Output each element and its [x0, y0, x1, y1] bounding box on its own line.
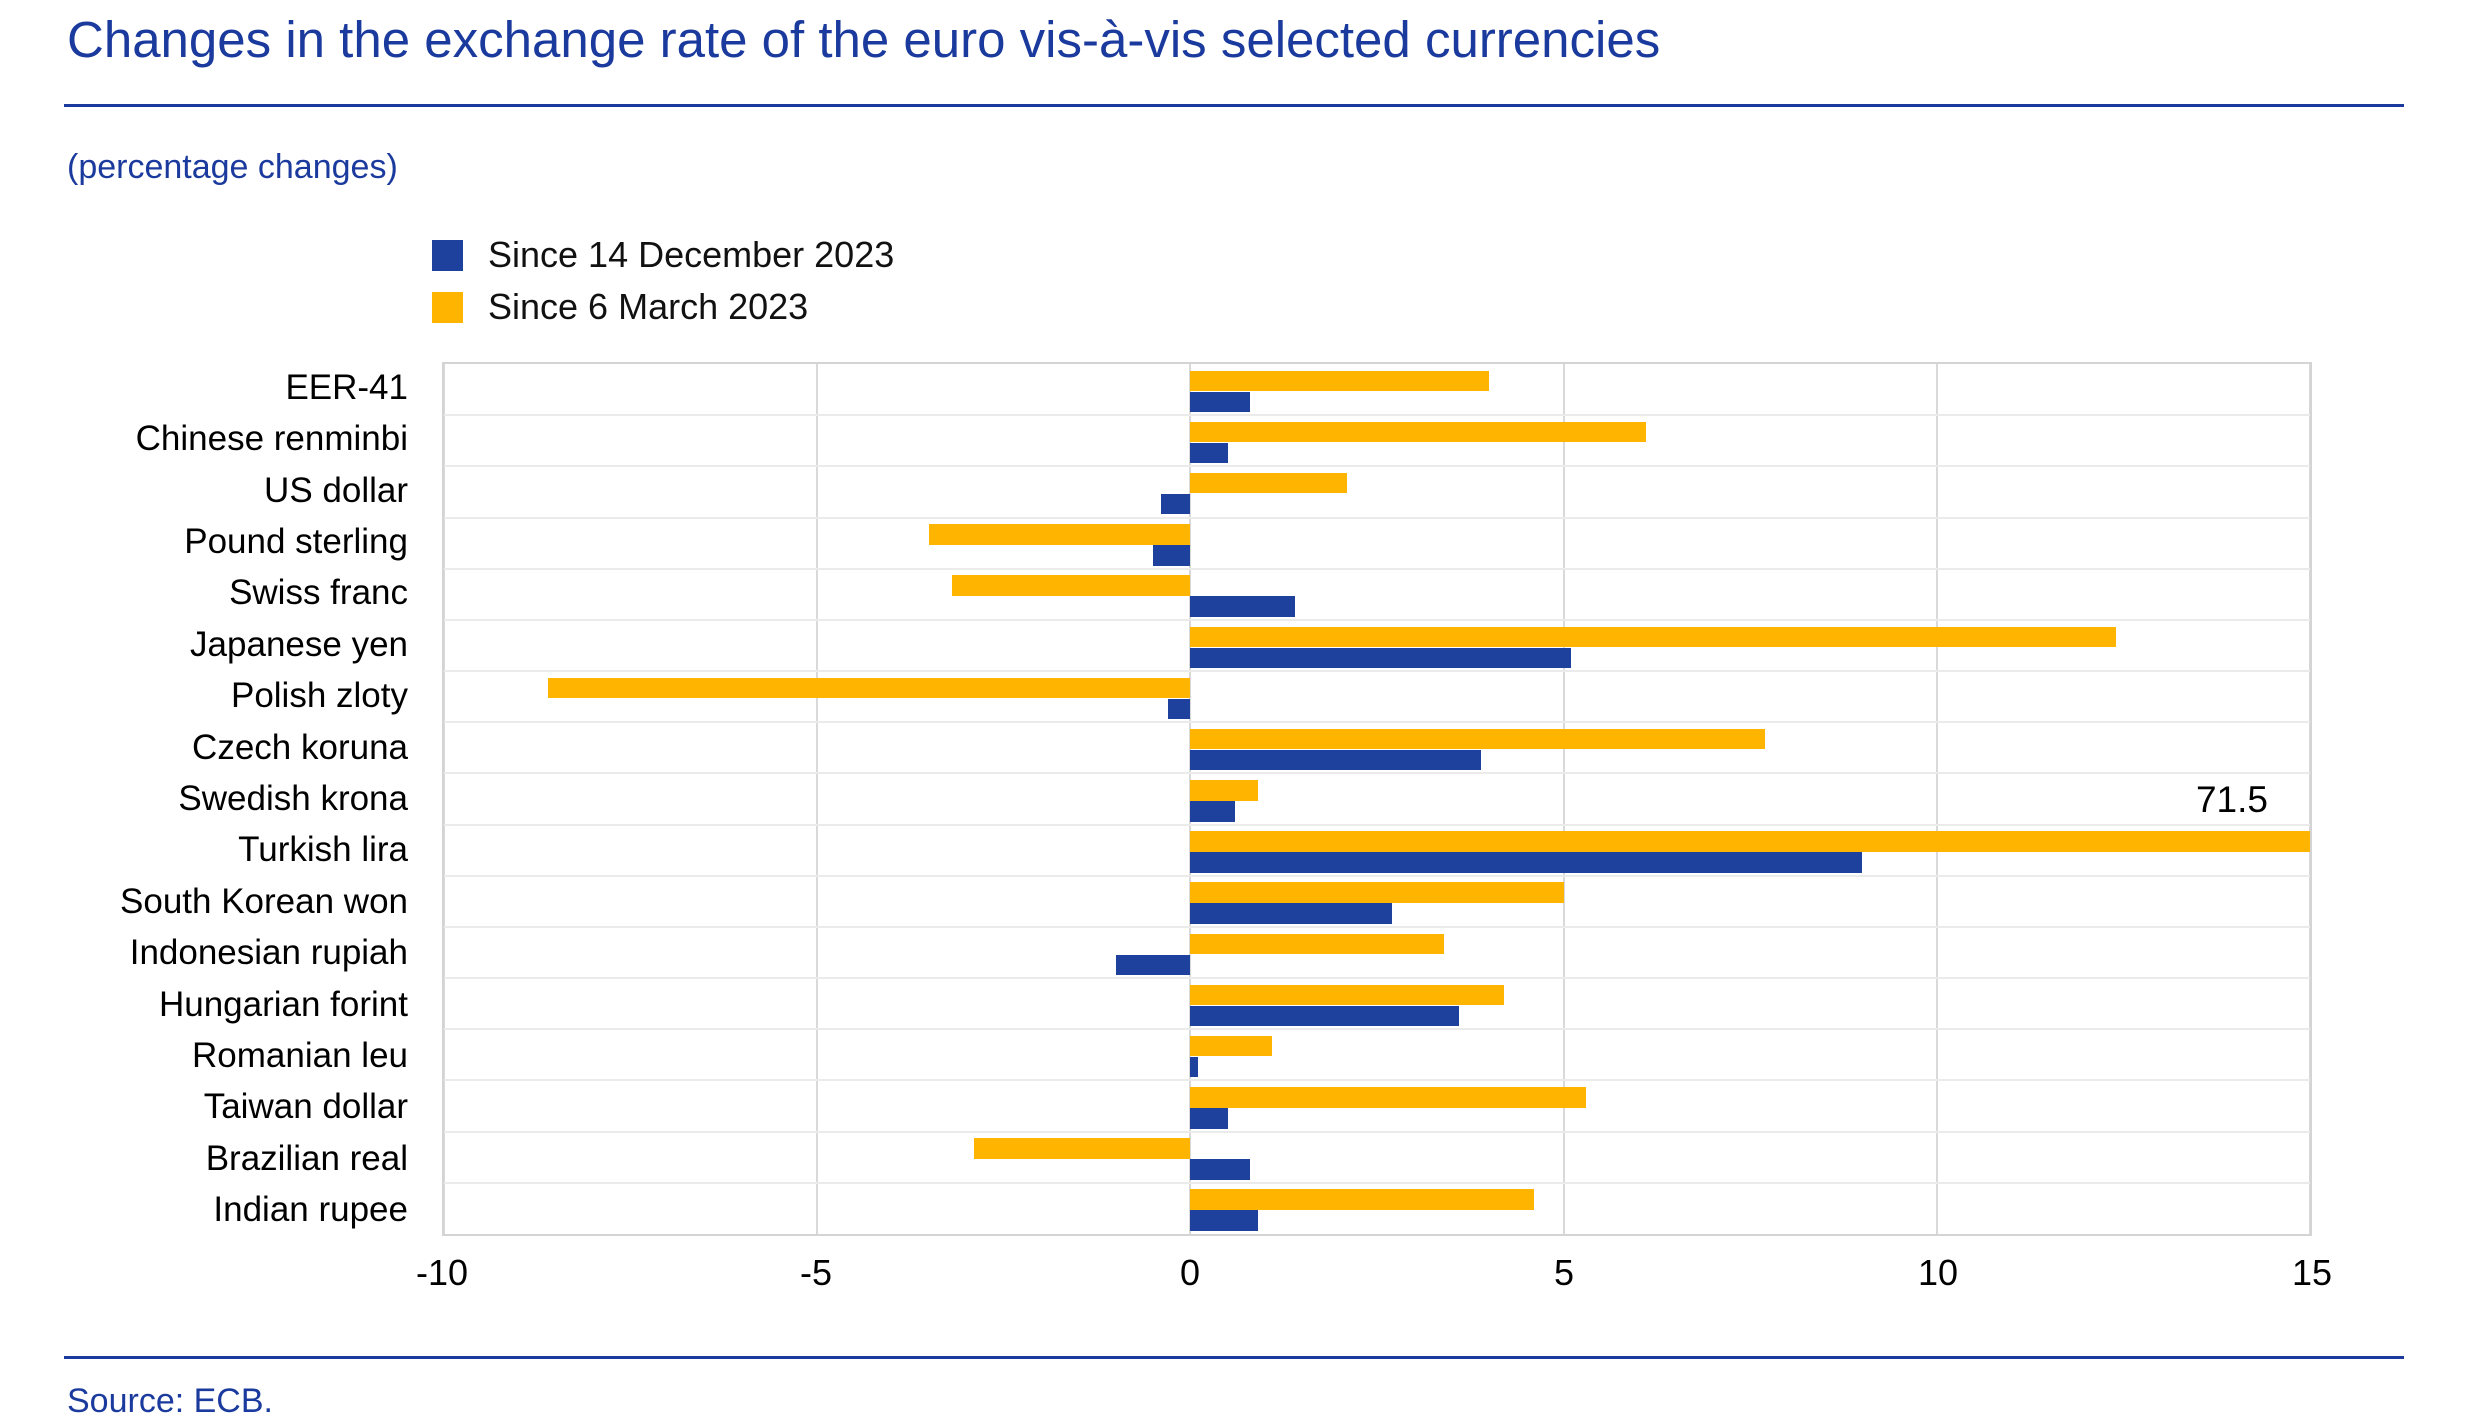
horizontal-gridline — [444, 516, 2310, 519]
horizontal-gridline — [444, 567, 2310, 570]
bar — [1190, 647, 1572, 668]
source-note: Source: ECB. — [67, 1382, 273, 1420]
bar — [1190, 596, 1295, 617]
horizontal-gridline — [444, 1079, 2310, 1082]
vertical-gridline — [1562, 364, 1565, 1234]
legend-item: Since 6 March 2023 — [432, 286, 894, 328]
bar — [1190, 1005, 1460, 1027]
bar — [1190, 473, 1348, 494]
bar — [1153, 545, 1191, 566]
category-label: Indian rupee — [213, 1190, 408, 1230]
bar — [1190, 1210, 1258, 1231]
horizontal-gridline — [444, 1028, 2310, 1031]
horizontal-gridline — [444, 414, 2310, 417]
category-label: Swiss franc — [229, 573, 408, 613]
x-tick-label: 10 — [1917, 1252, 1959, 1293]
x-tick-label: 15 — [2291, 1252, 2333, 1293]
horizontal-gridline — [444, 670, 2310, 673]
bar — [1190, 1108, 1228, 1129]
bar — [1190, 984, 1504, 1006]
bar — [1190, 391, 1251, 413]
horizontal-gridline — [444, 772, 2310, 775]
bar — [1190, 1159, 1251, 1180]
bar — [1190, 442, 1228, 464]
legend-swatch-icon — [432, 291, 463, 323]
bar — [1190, 780, 1258, 801]
title-divider — [64, 104, 2404, 107]
category-label: South Korean won — [120, 881, 408, 921]
horizontal-gridline — [444, 925, 2310, 928]
legend-label: Since 6 March 2023 — [488, 286, 809, 327]
plot-area: 71.5 — [442, 362, 2312, 1236]
horizontal-gridline — [444, 465, 2310, 468]
bar — [1190, 933, 1445, 955]
category-label: Pound sterling — [184, 521, 408, 561]
category-label: US dollar — [264, 470, 408, 510]
bar — [1190, 1189, 1534, 1210]
page-title: Changes in the exchange rate of the euro… — [67, 11, 1661, 68]
legend-swatch-icon — [432, 239, 463, 271]
horizontal-gridline — [444, 618, 2310, 621]
category-label: Indonesian rupiah — [129, 933, 408, 973]
category-label: Brazilian real — [205, 1138, 408, 1178]
legend-item: Since 14 December 2023 — [432, 234, 894, 276]
bar — [1190, 626, 2116, 647]
chart-legend: Since 14 December 2023 Since 6 March 2023 — [432, 234, 894, 328]
bar — [1190, 903, 1392, 924]
category-label: Romanian leu — [192, 1036, 408, 1076]
x-axis: -10 -5 0 5 10 15 — [416, 1252, 2332, 1298]
category-label: Taiwan dollar — [203, 1087, 408, 1127]
bar — [951, 575, 1191, 596]
bar — [1168, 698, 1191, 720]
vertical-gridline — [444, 364, 445, 1234]
horizontal-gridline — [444, 1181, 2310, 1184]
bar — [1190, 1035, 1273, 1057]
bar — [1115, 954, 1191, 976]
bar — [1190, 852, 1863, 873]
category-label: Swedish krona — [178, 779, 408, 818]
category-label: Czech koruna — [192, 727, 408, 767]
bar — [1190, 882, 1564, 903]
vertical-gridline — [2309, 364, 2310, 1234]
horizontal-gridline — [444, 1130, 2310, 1133]
category-label: Chinese renminbi — [135, 419, 408, 459]
bar — [1190, 831, 2310, 852]
category-label: Polish zloty — [230, 676, 408, 716]
footer-divider — [64, 1356, 2404, 1359]
bar — [1190, 728, 1766, 750]
horizontal-gridline — [444, 977, 2310, 980]
x-tick-label: 0 — [1179, 1252, 1201, 1293]
bar — [1190, 370, 1489, 392]
horizontal-gridline — [444, 823, 2310, 826]
x-tick-label: -10 — [415, 1252, 469, 1293]
horizontal-gridline — [444, 721, 2310, 724]
category-label: EER-41 — [285, 367, 408, 407]
category-label: Turkish lira — [238, 830, 408, 870]
x-tick-label: -5 — [799, 1252, 833, 1293]
bar — [1190, 801, 1236, 822]
bar — [1160, 493, 1191, 515]
x-tick-label: 5 — [1553, 1252, 1575, 1293]
chart-subtitle: (percentage changes) — [67, 148, 398, 186]
bar — [1190, 1087, 1586, 1108]
category-label: Japanese yen — [190, 624, 408, 664]
bar — [548, 677, 1191, 699]
vertical-gridline — [816, 364, 819, 1234]
bar — [973, 1138, 1191, 1159]
vertical-gridline — [1935, 364, 1938, 1234]
bar-value-label: 71.5 — [2195, 778, 2268, 820]
horizontal-gridline — [444, 874, 2310, 877]
category-labels: EER-41 Chinese renminbi US dollar Pound ste… — [0, 362, 408, 1236]
bar — [1190, 749, 1482, 771]
category-label: Hungarian forint — [158, 984, 408, 1024]
bar — [929, 524, 1191, 545]
legend-label: Since 14 December 2023 — [488, 234, 895, 275]
bar — [1190, 1056, 1198, 1078]
bar — [1190, 421, 1646, 443]
